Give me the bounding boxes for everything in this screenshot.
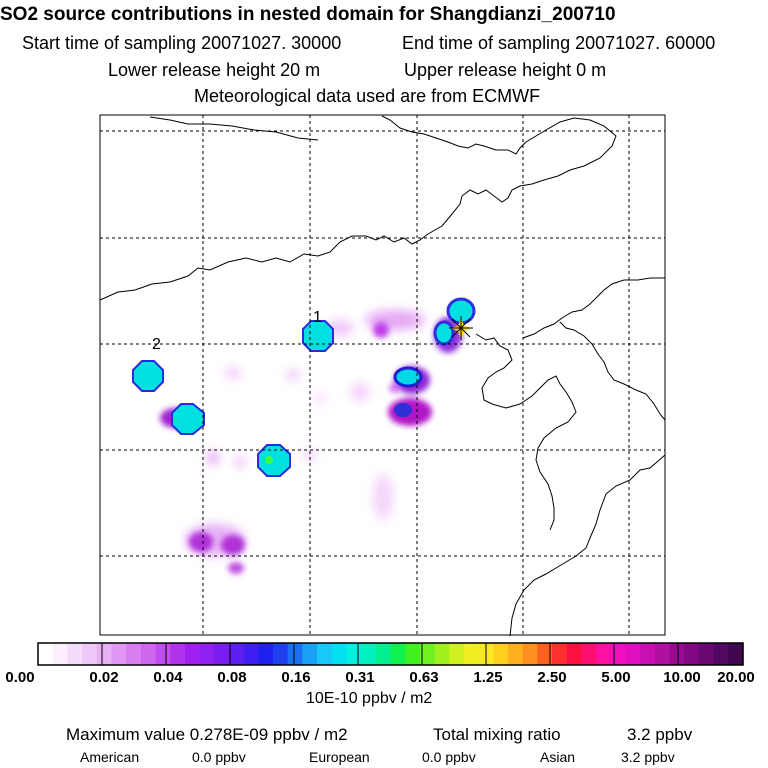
colorbar-cell — [258, 643, 273, 665]
colorbar-cell — [38, 643, 53, 665]
asian-label: Asian — [540, 749, 575, 765]
colorbar-tick-label: 0.63 — [409, 669, 438, 686]
colorbar-cell — [229, 643, 244, 665]
colorbar-cell — [346, 643, 361, 665]
colorbar-cell — [464, 643, 479, 665]
colorbar-cell — [214, 643, 229, 665]
colorbar-tick-label: 10.00 — [663, 669, 701, 686]
american-label: American — [80, 749, 139, 765]
colorbar-cell — [435, 643, 450, 665]
colorbar-cell — [508, 643, 523, 665]
colorbar-tick-label: 0.08 — [217, 669, 246, 686]
colorbar-tick-label: 20.00 — [717, 669, 755, 686]
european-label: European — [309, 749, 370, 765]
asian-value: 3.2 ppbv — [621, 749, 675, 765]
colorbar-cell — [53, 643, 68, 665]
american-value: 0.0 ppbv — [192, 749, 246, 765]
colorbar-cell — [714, 643, 729, 665]
european-value: 0.0 ppbv — [422, 749, 476, 765]
colorbar-cell — [111, 643, 126, 665]
total-mixing-ratio-label: Total mixing ratio — [433, 725, 561, 745]
colorbar-cell — [449, 643, 464, 665]
colorbar-cell — [317, 643, 332, 665]
colorbar — [0, 0, 768, 768]
colorbar-tick-label: 0.00 — [5, 669, 34, 686]
colorbar-tick-label: 0.16 — [281, 669, 310, 686]
colorbar-cell — [626, 643, 641, 665]
colorbar-cell — [170, 643, 185, 665]
colorbar-cell — [596, 643, 611, 665]
colorbar-cell — [200, 643, 215, 665]
colorbar-cell — [684, 643, 699, 665]
colorbar-cell — [126, 643, 141, 665]
colorbar-cell — [611, 643, 626, 665]
colorbar-cell — [640, 643, 655, 665]
colorbar-tick-label: 5.00 — [601, 669, 630, 686]
colorbar-cell — [273, 643, 288, 665]
colorbar-cell — [288, 643, 303, 665]
colorbar-cell — [728, 643, 743, 665]
colorbar-cell — [552, 643, 567, 665]
colorbar-cell — [391, 643, 406, 665]
colorbar-cells — [38, 643, 744, 665]
colorbar-cell — [655, 643, 670, 665]
colorbar-cell — [699, 643, 714, 665]
colorbar-cell — [361, 643, 376, 665]
colorbar-cell — [405, 643, 420, 665]
colorbar-tick-label: 1.25 — [473, 669, 502, 686]
colorbar-cell — [185, 643, 200, 665]
colorbar-tick-label: 2.50 — [537, 669, 566, 686]
colorbar-unit-label: 10E-10 ppbv / m2 — [306, 690, 432, 708]
colorbar-cell — [332, 643, 347, 665]
total-mixing-ratio-value: 3.2 ppbv — [627, 725, 692, 745]
colorbar-cell — [67, 643, 82, 665]
colorbar-cell — [141, 643, 156, 665]
colorbar-cell — [82, 643, 97, 665]
colorbar-tick-label: 0.04 — [153, 669, 182, 686]
colorbar-tick-label: 0.02 — [89, 669, 118, 686]
colorbar-cell — [302, 643, 317, 665]
colorbar-cell — [97, 643, 112, 665]
colorbar-cell — [670, 643, 685, 665]
colorbar-cell — [567, 643, 582, 665]
colorbar-cell — [244, 643, 259, 665]
colorbar-tick-label: 0.31 — [345, 669, 374, 686]
colorbar-cell — [493, 643, 508, 665]
colorbar-cell — [581, 643, 596, 665]
colorbar-cell — [523, 643, 538, 665]
maximum-value-label: Maximum value 0.278E-09 ppbv / m2 — [66, 725, 348, 745]
colorbar-cell — [376, 643, 391, 665]
colorbar-cell — [156, 643, 171, 665]
